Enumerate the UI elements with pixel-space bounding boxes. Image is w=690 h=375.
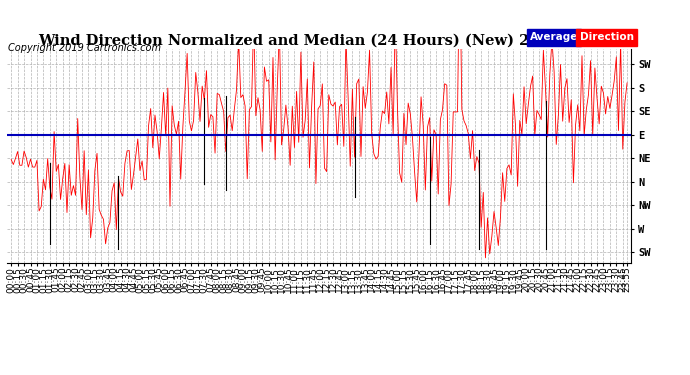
Title: Wind Direction Normalized and Median (24 Hours) (New) 20190508: Wind Direction Normalized and Median (24…: [38, 34, 600, 48]
Text: Copyright 2019 Cartronics.com: Copyright 2019 Cartronics.com: [8, 43, 161, 53]
Text: Average: Average: [530, 33, 578, 42]
Text: Direction: Direction: [580, 33, 633, 42]
